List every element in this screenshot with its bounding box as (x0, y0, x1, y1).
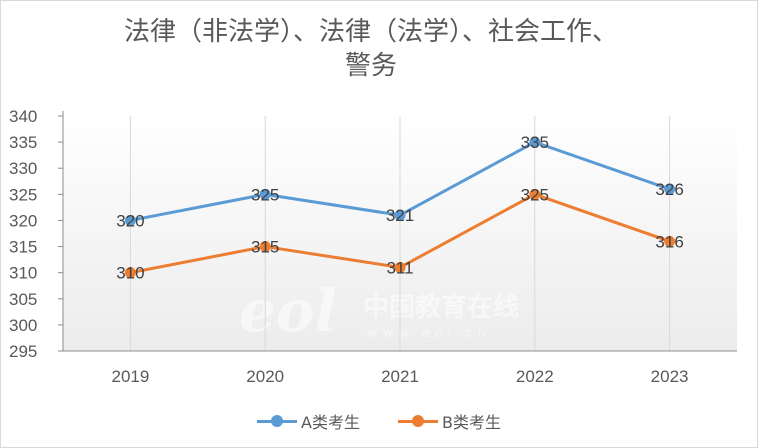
svg-text:www.eol.cn: www.eol.cn (367, 326, 491, 341)
y-tick-label: 315 (9, 238, 37, 257)
data-point[interactable] (124, 214, 136, 226)
data-point[interactable] (394, 261, 406, 273)
data-point[interactable] (259, 188, 271, 200)
data-point[interactable] (394, 209, 406, 221)
chart-title-line-2: 警务 (344, 51, 397, 81)
data-label: 321 (386, 206, 414, 225)
data-label: 326 (655, 180, 683, 199)
data-point[interactable] (529, 188, 541, 200)
legend-label-b: B类考生 (441, 413, 501, 432)
data-label: 320 (116, 211, 144, 230)
data-point[interactable] (259, 241, 271, 253)
chart-title-line-1: 法律（非法学）、法律（法学）、社会工作、 (123, 17, 618, 47)
data-point[interactable] (664, 235, 676, 247)
y-tick-label: 305 (9, 290, 37, 309)
data-label: 316 (655, 232, 683, 251)
x-tick-label: 2021 (381, 367, 419, 386)
y-tick-label: 320 (9, 211, 37, 230)
eol-watermark: eol 中国教育在线 www.eol.cn (239, 277, 519, 345)
y-tick-label: 330 (9, 159, 37, 178)
legend-item-a[interactable]: A类考生 (257, 409, 360, 433)
y-tick-label: 300 (9, 316, 37, 335)
y-tick-label: 310 (9, 264, 37, 283)
x-tick-label: 2020 (246, 367, 284, 386)
data-label: 311 (386, 258, 413, 277)
legend-swatch-a (257, 415, 298, 427)
legend-swatch-b (397, 415, 438, 427)
y-tick-label: 340 (9, 107, 37, 126)
y-tick-label: 335 (9, 133, 37, 152)
svg-text:中国教育在线: 中国教育在线 (363, 292, 519, 323)
data-label: 315 (251, 238, 279, 257)
chart-title: 法律（非法学）、法律（法学）、社会工作、 警务 (61, 15, 681, 83)
x-tick-label: 2022 (516, 367, 554, 386)
data-label: 310 (116, 264, 144, 283)
legend-item-b[interactable]: B类考生 (397, 409, 501, 433)
chart-legend: A类考生 B类考生 (1, 409, 757, 433)
x-tick-label: 2023 (651, 367, 689, 386)
y-tick-label: 325 (9, 185, 37, 204)
data-label: 335 (521, 133, 549, 152)
x-tick-label: 2019 (111, 367, 149, 386)
data-label: 325 (521, 185, 549, 204)
data-point[interactable] (529, 136, 541, 148)
data-point[interactable] (124, 267, 136, 279)
y-tick-label: 295 (9, 342, 37, 361)
svg-text:eol: eol (239, 277, 337, 345)
data-label: 325 (251, 185, 279, 204)
legend-label-a: A类考生 (301, 413, 360, 432)
data-point[interactable] (664, 183, 676, 195)
